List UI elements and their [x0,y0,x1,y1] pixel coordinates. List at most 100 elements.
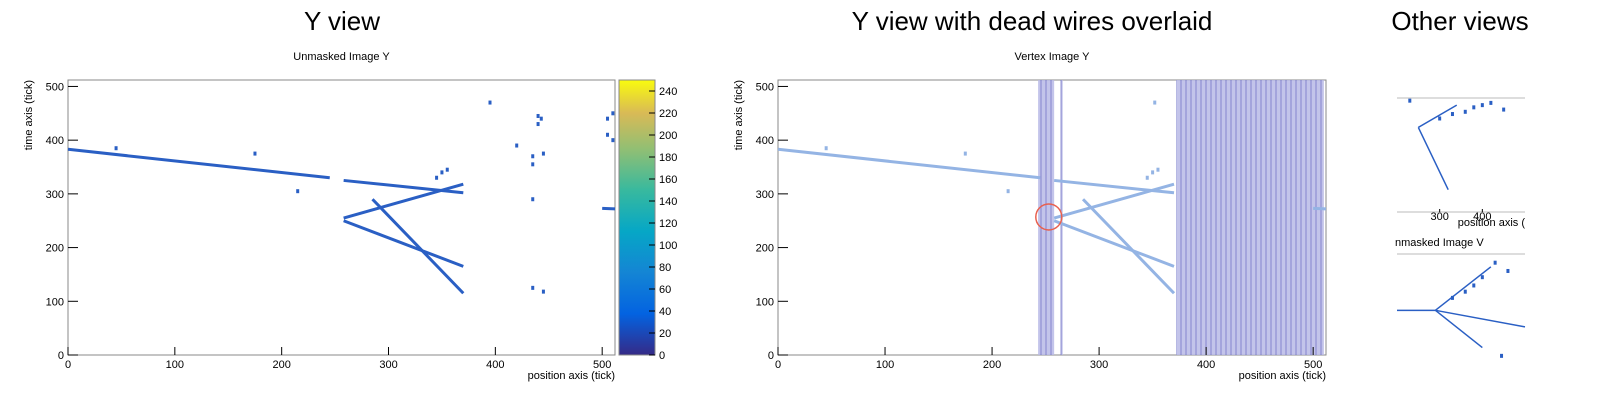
colorbar-tick-label: 180 [659,152,677,164]
track [1434,266,1492,311]
hit [488,100,492,105]
hit [435,175,439,180]
hit [1502,107,1506,112]
colorbar-tick-label: 80 [659,262,671,274]
hit [1156,167,1160,172]
y-tick-label: 200 [756,243,774,255]
hit [824,146,828,151]
y-tick-label: 300 [46,189,64,201]
colorbar-tick-label: 120 [659,218,677,230]
plot-frame [67,79,616,356]
hit [1489,100,1493,105]
colorbar-tick-label: 0 [659,350,665,362]
x-tick-label: 400 [1473,211,1491,223]
x-tick-label: 100 [876,359,894,371]
x-tick-label: 400 [486,359,504,371]
y-tick-label: 0 [58,350,64,362]
panel-title: Y view [304,6,380,36]
colorbar-tick-label: 140 [659,196,677,208]
hit [539,116,543,121]
track [343,178,464,195]
track [67,147,330,180]
hit [1480,275,1484,280]
track [1313,206,1327,211]
x-tick-label: 300 [1090,359,1108,371]
hit [445,167,449,172]
hit [1153,100,1157,105]
hit [515,143,519,148]
panel-title: Y view with dead wires overlaid [852,6,1213,36]
hit [536,122,540,127]
hit [1006,189,1010,194]
hit [611,111,615,116]
track [343,219,464,268]
x-tick-label: 300 [1430,211,1448,223]
hit [1506,268,1510,273]
y-axis-label: time axis (tick) [23,80,35,150]
y-tick-label: 500 [756,81,774,93]
hit [114,146,118,151]
hit [1438,116,1442,121]
y-tick-label: 100 [756,296,774,308]
hit [541,289,545,294]
track [1053,178,1175,195]
x-axis-label: position axis ( [1458,217,1526,229]
x-tick-label: 100 [166,359,184,371]
x-axis-label: position axis (tick) [528,370,615,382]
hit [1463,289,1467,294]
track [343,182,464,220]
hit [531,197,535,202]
chart-title: Vertex Image Y [1014,51,1090,63]
hit [531,154,535,159]
x-axis-label: position axis (tick) [1239,370,1326,382]
hit [606,116,610,121]
y-tick-label: 300 [756,189,774,201]
y-axis-label: time axis (tick) [733,80,745,150]
colorbar-tick-label: 40 [659,306,671,318]
x-tick-label: 0 [775,359,781,371]
hit [1408,98,1412,103]
hit [253,151,257,156]
hit [1493,260,1497,265]
x-tick-label: 200 [983,359,1001,371]
track [602,206,616,211]
y-tick-label: 500 [46,81,64,93]
track [1434,309,1483,349]
hit [296,189,300,194]
hit [1500,353,1504,358]
track [1417,104,1458,129]
vertex-circle [1035,203,1063,231]
colorbar-tick-label: 160 [659,174,677,186]
track [1053,182,1175,220]
hit [1480,103,1484,108]
colorbar [618,79,656,356]
colorbar-tick-label: 100 [659,240,677,252]
x-tick-label: 500 [593,359,611,371]
x-tick-label: 200 [272,359,290,371]
track [777,147,1041,180]
x-tick-label: 400 [1197,359,1215,371]
y-tick-label: 400 [756,135,774,147]
dead-wire-band [1038,80,1055,355]
hit [541,151,545,156]
hit [1151,170,1155,175]
y-tick-label: 200 [46,243,64,255]
y-tick-label: 0 [768,350,774,362]
panel-title: Other views [1391,6,1528,36]
hit [1472,105,1476,110]
chart-title: nmasked Image V [1395,237,1484,249]
hit [963,151,967,156]
hit [531,285,535,290]
hit [531,162,535,167]
track [1397,309,1526,328]
colorbar-tick-label: 240 [659,86,677,98]
x-tick-label: 500 [1304,359,1322,371]
track [1417,127,1449,191]
hit [1450,112,1454,117]
hit [1450,295,1454,300]
y-tick-label: 400 [46,135,64,147]
x-tick-label: 0 [65,359,71,371]
track [1081,198,1176,295]
hit [606,132,610,137]
